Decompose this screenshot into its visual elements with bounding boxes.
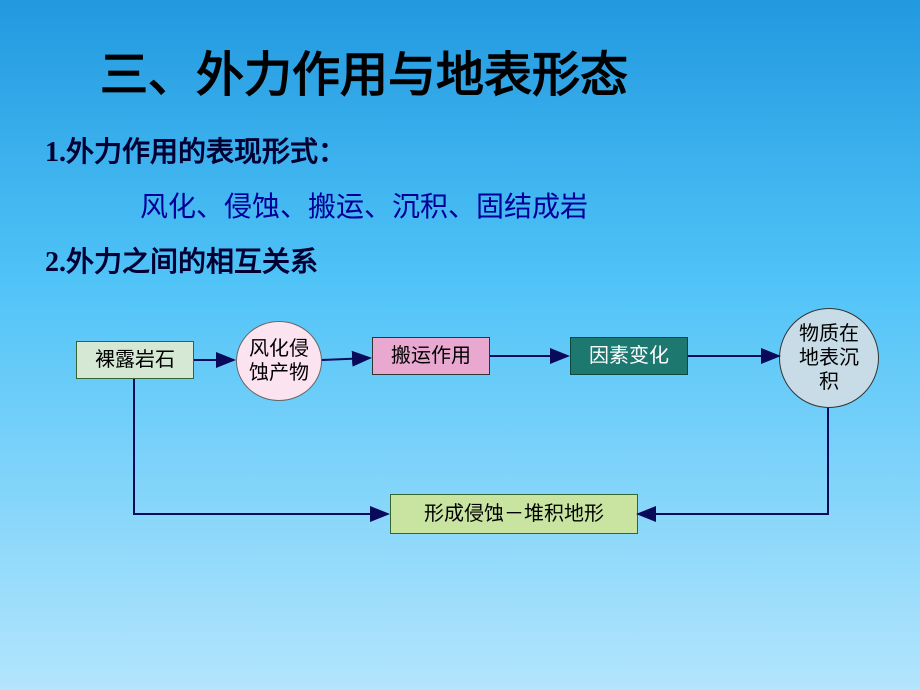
flowchart-node-n1: 裸露岩石 xyxy=(76,341,194,379)
flowchart-edge xyxy=(638,408,828,514)
flowchart-node-n5: 物质在 地表沉 积 xyxy=(779,308,879,408)
flowchart-node-n3: 搬运作用 xyxy=(372,337,490,375)
flowchart-edge xyxy=(322,358,370,360)
section-1-label: 1.外力作用的表现形式： xyxy=(45,130,346,170)
flowchart-node-n2: 风化侵 蚀产物 xyxy=(236,321,322,401)
flowchart-edge xyxy=(134,379,388,514)
flowchart-node-n4: 因素变化 xyxy=(570,337,688,375)
forms-text: 风化、侵蚀、搬运、沉积、固结成岩 xyxy=(140,185,588,225)
section-2-label: 2.外力之间的相互关系 xyxy=(45,240,318,280)
page-title: 三、外力作用与地表形态 xyxy=(100,35,628,105)
flowchart-node-n6: 形成侵蚀－堆积地形 xyxy=(390,494,638,534)
